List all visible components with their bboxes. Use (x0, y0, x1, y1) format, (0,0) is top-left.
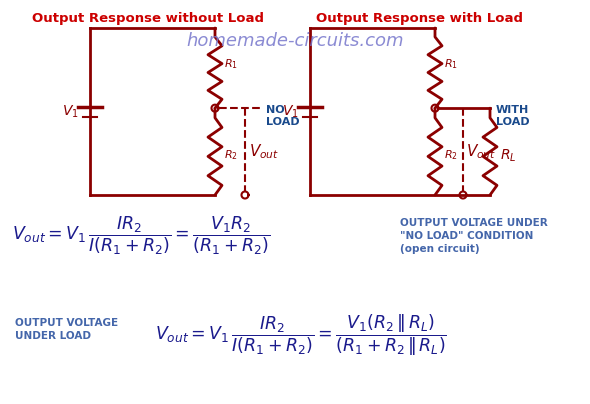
Text: $V_1$: $V_1$ (281, 103, 299, 120)
Text: Output Response with Load: Output Response with Load (316, 12, 523, 25)
Text: Output Response without Load: Output Response without Load (32, 12, 264, 25)
Text: $V_{out} = V_1\,\dfrac{IR_2}{I(R_1 + R_2)} = \dfrac{V_1 R_2}{(R_1 + R_2)}$: $V_{out} = V_1\,\dfrac{IR_2}{I(R_1 + R_2… (12, 215, 270, 257)
Text: $R_2$: $R_2$ (224, 149, 238, 162)
Text: NO
LOAD: NO LOAD (266, 105, 300, 127)
Text: $R_L$: $R_L$ (500, 147, 516, 164)
Text: OUTPUT VOLTAGE
UNDER LOAD: OUTPUT VOLTAGE UNDER LOAD (15, 318, 118, 341)
Text: $V_{out} = V_1\,\dfrac{IR_2}{I(R_1 + R_2)} = \dfrac{V_1(R_2 \,\|\, R_L)}{(R_1 + : $V_{out} = V_1\,\dfrac{IR_2}{I(R_1 + R_2… (155, 313, 447, 358)
Text: $V_1$: $V_1$ (61, 103, 78, 120)
Text: homemade-circuits.com: homemade-circuits.com (186, 32, 404, 50)
Text: OUTPUT VOLTAGE UNDER
"NO LOAD" CONDITION
(open circuit): OUTPUT VOLTAGE UNDER "NO LOAD" CONDITION… (400, 218, 548, 255)
Text: $V_{out}$: $V_{out}$ (249, 142, 279, 161)
Text: $R_2$: $R_2$ (444, 149, 458, 162)
Text: $V_{out}$: $V_{out}$ (466, 142, 496, 161)
Text: WITH
LOAD: WITH LOAD (496, 105, 530, 127)
Text: $R_1$: $R_1$ (224, 57, 238, 71)
Text: $R_1$: $R_1$ (444, 57, 458, 71)
